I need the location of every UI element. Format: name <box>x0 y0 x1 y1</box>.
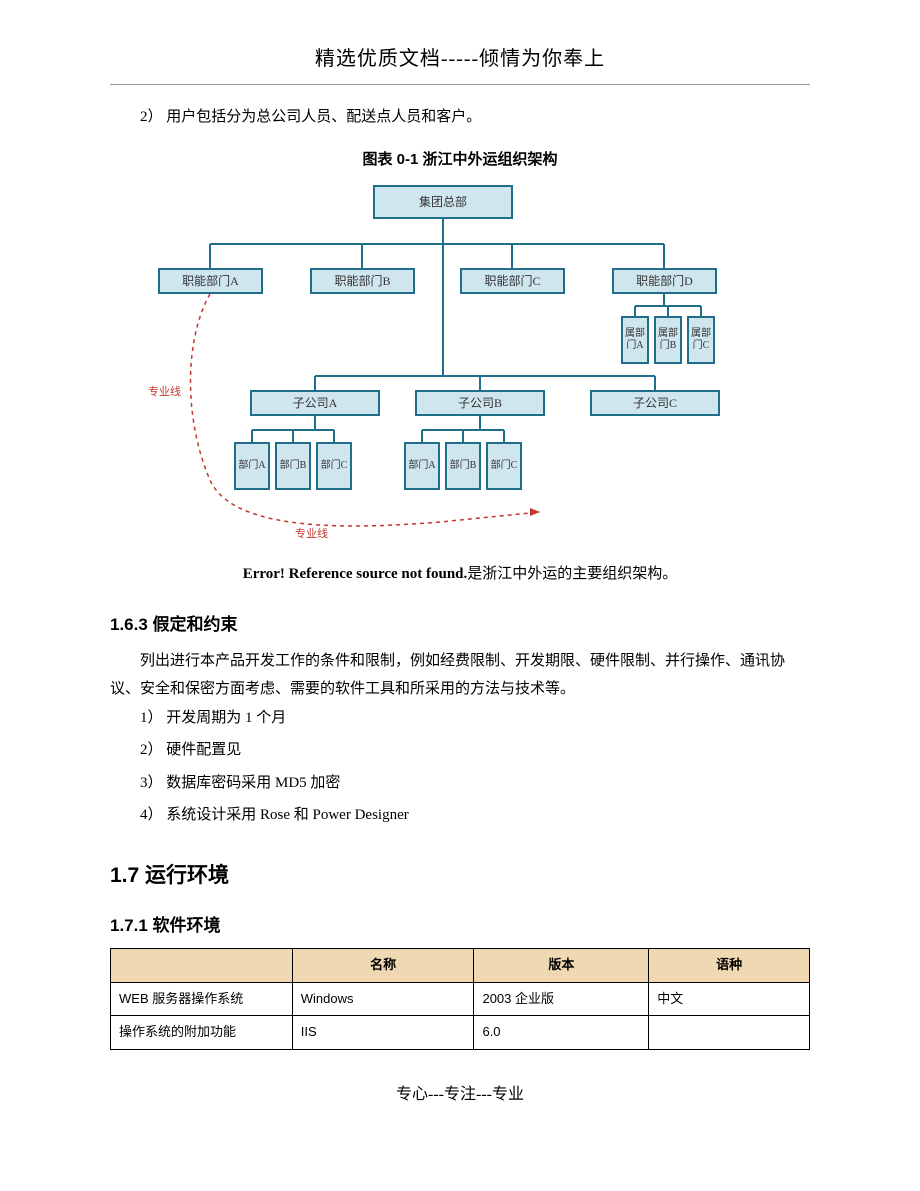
para-163: 列出进行本产品开发工作的条件和限制，例如经费限制、开发期限、硬件限制、并行操作、… <box>110 647 810 704</box>
org-node: 部门B <box>275 442 311 490</box>
header-rule <box>110 84 810 85</box>
table-header-cell: 语种 <box>649 948 810 982</box>
heading-163: 1.6.3 假定和约束 <box>110 609 810 641</box>
org-node: 部门A <box>404 442 440 490</box>
table-row: WEB 服务器操作系统Windows2003 企业版中文 <box>111 982 810 1016</box>
list-163-item: 1） 开发周期为 1 个月 <box>140 704 810 733</box>
list-163-item: 2） 硬件配置见 <box>140 736 810 765</box>
env-table: 名称版本语种 WEB 服务器操作系统Windows2003 企业版中文操作系统的… <box>110 948 810 1050</box>
chart-title: 图表 0-1 浙江中外运组织架构 <box>110 146 810 175</box>
org-chart-lines <box>140 180 780 550</box>
org-node: 子公司C <box>590 390 720 416</box>
org-node: 子公司B <box>415 390 545 416</box>
chart-caption: Error! Reference source not found.是浙江中外运… <box>110 560 810 589</box>
heading-171: 1.7.1 软件环境 <box>110 910 810 942</box>
org-chart: 集团总部职能部门A 职能部门B 职能部门C 职能部门D 属部门A属部门B属部门C 子公司A… <box>140 180 780 550</box>
table-header-cell: 名称 <box>292 948 474 982</box>
dotted-label: 专业线 <box>148 382 181 403</box>
intro-line: 2） 用户包括分为总公司人员、配送点人员和客户。 <box>140 103 810 132</box>
org-node: 部门C <box>486 442 522 490</box>
table-row: 操作系统的附加功能IIS6.0 <box>111 1016 810 1050</box>
table-cell <box>649 1016 810 1050</box>
org-node: 子公司A <box>250 390 380 416</box>
table-cell: 6.0 <box>474 1016 649 1050</box>
org-node: 职能部门A <box>158 268 263 294</box>
table-header-cell <box>111 948 293 982</box>
org-node: 职能部门C <box>460 268 565 294</box>
org-node: 集团总部 <box>373 185 513 219</box>
org-node: 职能部门B <box>310 268 415 294</box>
heading-17: 1.7 运行环境 <box>110 856 810 896</box>
org-node: 职能部门D <box>612 268 717 294</box>
table-cell: IIS <box>292 1016 474 1050</box>
list-163-item: 3） 数据库密码采用 MD5 加密 <box>140 769 810 798</box>
table-cell: Windows <box>292 982 474 1016</box>
org-node: 部门C <box>316 442 352 490</box>
table-cell: WEB 服务器操作系统 <box>111 982 293 1016</box>
table-cell: 2003 企业版 <box>474 982 649 1016</box>
dotted-label: 专业线 <box>295 524 328 545</box>
caption-error: Error! Reference source not found. <box>243 566 468 582</box>
org-node: 部门A <box>234 442 270 490</box>
table-header-cell: 版本 <box>474 948 649 982</box>
caption-text: 是浙江中外运的主要组织架构。 <box>467 566 677 582</box>
page-footer: 专心---专注---专业 <box>110 1080 810 1110</box>
page-header: 精选优质文档-----倾情为你奉上 <box>110 40 810 78</box>
org-node: 属部门B <box>654 316 682 364</box>
org-node: 部门B <box>445 442 481 490</box>
table-cell: 中文 <box>649 982 810 1016</box>
org-node: 属部门C <box>687 316 715 364</box>
list-163-item: 4） 系统设计采用 Rose 和 Power Designer <box>140 801 810 830</box>
table-cell: 操作系统的附加功能 <box>111 1016 293 1050</box>
org-node: 属部门A <box>621 316 649 364</box>
